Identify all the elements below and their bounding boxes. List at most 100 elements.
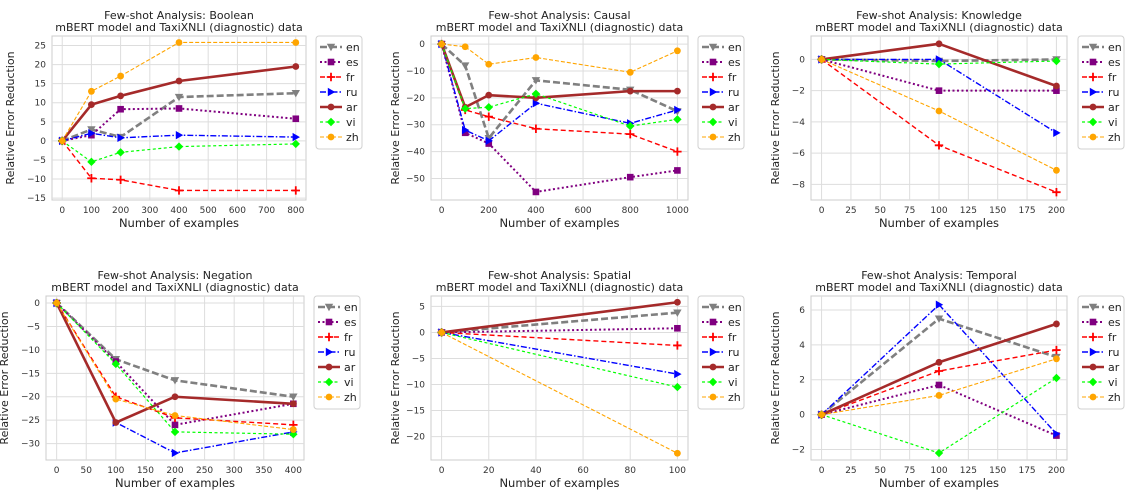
- data-point-zh: [292, 39, 300, 46]
- x-tick-label: 250: [196, 466, 213, 476]
- legend-marker-zh: [709, 133, 717, 141]
- data-point-es: [175, 105, 183, 112]
- legend-marker-vi: [326, 117, 336, 127]
- x-tick-label: 700: [258, 206, 275, 216]
- legend-marker-vi: [708, 377, 718, 387]
- legend: en es fr ru ar vi zh: [1077, 295, 1125, 410]
- data-point-ar: [88, 101, 95, 109]
- data-point-ar: [673, 298, 681, 306]
- legend-label-zh: zh: [728, 391, 741, 404]
- data-point-vi: [460, 104, 470, 113]
- data-point-vi: [87, 157, 96, 167]
- legend-label-en: en: [728, 301, 742, 314]
- chart-title: Few-shot Analysis: Boolean: [104, 9, 254, 22]
- data-point-ru: [117, 133, 125, 143]
- legend-marker-en: [1088, 43, 1098, 52]
- data-point-ar: [626, 87, 634, 95]
- legend-marker-fr: [708, 332, 718, 342]
- y-tick-label: 0: [799, 411, 805, 421]
- data-point-ar: [1053, 82, 1060, 90]
- data-point-fr: [1052, 187, 1061, 197]
- legend-box: [697, 35, 745, 150]
- y-tick-label: −6: [792, 149, 806, 159]
- x-tick-label: 200: [480, 206, 497, 216]
- chart-title: Few-shot Analysis: Spatial: [488, 269, 631, 282]
- x-tick-label: 150: [989, 206, 1006, 216]
- legend-label-fr: fr: [344, 331, 353, 344]
- legend-label-en: en: [1108, 301, 1122, 314]
- series-zh: [438, 329, 681, 457]
- data-point-zh: [1053, 355, 1060, 363]
- data-point-es: [292, 115, 300, 123]
- legend-label-ar: ar: [344, 361, 356, 374]
- series-zh: [58, 39, 300, 145]
- data-point-ru: [292, 132, 300, 142]
- y-axis-label: Relative Error Reduction: [389, 51, 402, 184]
- data-point-zh: [171, 412, 179, 419]
- data-point-en: [87, 126, 96, 134]
- legend-marker-en: [708, 43, 718, 52]
- data-point-ru: [1053, 429, 1061, 439]
- data-point-es: [935, 381, 943, 389]
- x-tick-label: 600: [574, 206, 591, 216]
- data-point-ar: [485, 91, 493, 99]
- data-point-ru: [461, 125, 470, 135]
- x-tick-label: 25: [845, 466, 856, 476]
- chart-panel-2: 0 25 50 75 100 125 150 175 200 −8 −6 −4 −2 0 Few-shot …: [769, 9, 1125, 230]
- data-point-ar: [935, 40, 943, 48]
- data-point-zh: [117, 72, 125, 80]
- y-tick-label: 0: [799, 55, 805, 65]
- legend-label-ar: ar: [346, 101, 358, 114]
- series-line-es: [440, 43, 678, 193]
- series-line-fr: [56, 302, 294, 426]
- y-tick-label: 2: [799, 376, 805, 386]
- y-tick-label: −5: [33, 156, 46, 166]
- series-line-zh: [56, 302, 294, 431]
- y-tick-label: −30: [406, 121, 425, 131]
- chart-subtitle: mBERT model and TaxiXNLI (diagnostic) da…: [815, 21, 1063, 34]
- x-tick-label: 600: [229, 206, 246, 216]
- y-tick-label: −5: [412, 354, 425, 364]
- legend-label-vi: vi: [1108, 116, 1118, 129]
- data-point-fr: [484, 112, 493, 121]
- data-point-es: [461, 129, 469, 137]
- y-tick-label: 15: [35, 80, 46, 90]
- x-tick-label: 0: [54, 466, 60, 476]
- legend-marker-ru: [327, 87, 336, 97]
- x-tick-label: 100: [83, 206, 100, 216]
- y-tick-label: −15: [27, 194, 46, 204]
- legend-marker-vi: [1088, 377, 1098, 387]
- legend-marker-fr: [708, 72, 718, 82]
- data-point-fr: [174, 186, 184, 195]
- legend-label-ru: ru: [1108, 86, 1120, 99]
- legend-marker-es: [709, 318, 717, 326]
- data-point-zh: [88, 87, 95, 95]
- x-tick-label: 0: [439, 206, 445, 216]
- legend-label-es: es: [346, 56, 359, 69]
- data-point-fr: [291, 186, 300, 195]
- legend-marker-zh: [327, 133, 335, 141]
- legend-label-es: es: [1108, 56, 1121, 69]
- data-point-zh: [53, 299, 61, 307]
- data-point-zh: [532, 54, 540, 61]
- x-tick-label: 125: [960, 206, 977, 216]
- legend-label-ar: ar: [728, 361, 740, 374]
- legend-box: [1077, 295, 1125, 410]
- x-tick-label: 75: [904, 206, 915, 216]
- data-point-vi: [174, 142, 184, 151]
- x-axis-label: Number of examples: [115, 476, 235, 490]
- x-tick-label: 175: [1018, 466, 1035, 476]
- data-point-zh: [485, 60, 493, 68]
- data-point-ru: [171, 448, 180, 458]
- x-axis-label: Number of examples: [499, 216, 619, 230]
- legend-label-vi: vi: [1108, 376, 1118, 389]
- legend-marker-ar: [709, 103, 717, 111]
- x-axis-label: Number of examples: [119, 216, 239, 230]
- data-point-zh: [112, 395, 120, 403]
- legend-marker-es: [1089, 318, 1097, 326]
- data-point-ru: [935, 300, 944, 309]
- data-point-zh: [935, 107, 943, 115]
- series-line-ru: [440, 43, 678, 142]
- y-tick-label: 20: [35, 61, 47, 71]
